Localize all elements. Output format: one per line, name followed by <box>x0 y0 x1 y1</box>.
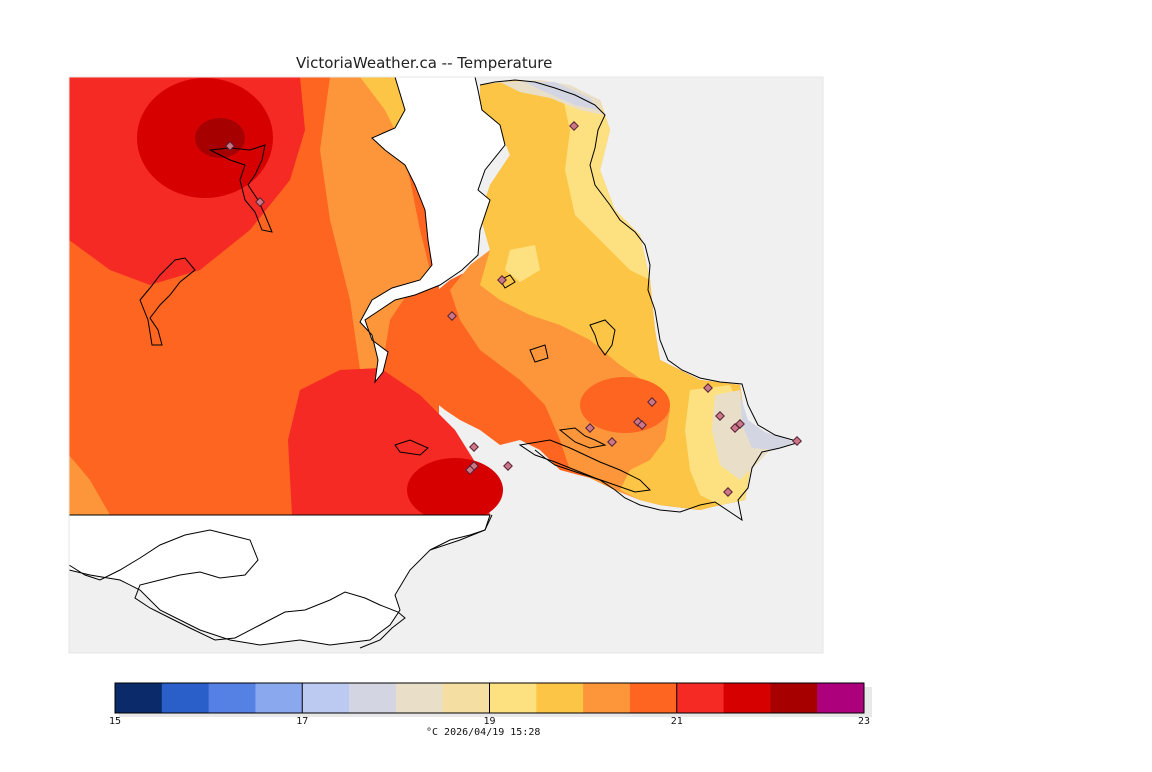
station-marker[interactable] <box>703 383 713 393</box>
station-marker[interactable] <box>647 397 657 407</box>
station-marker[interactable] <box>585 423 595 433</box>
station-marker[interactable] <box>735 419 745 429</box>
station-marker[interactable] <box>225 141 235 151</box>
station-marker[interactable] <box>607 437 617 447</box>
station-marker[interactable] <box>637 420 647 430</box>
water-areas <box>68 76 506 646</box>
station-marker[interactable] <box>715 411 725 421</box>
map-frame <box>68 76 824 654</box>
station-marker[interactable] <box>503 461 513 471</box>
map-title: VictoriaWeather.ca -- Temperature <box>296 54 553 72</box>
weather-stations <box>225 121 802 497</box>
station-marker[interactable] <box>723 487 733 497</box>
station-marker[interactable] <box>569 121 579 131</box>
station-marker[interactable] <box>465 465 475 475</box>
station-marker[interactable] <box>255 197 265 207</box>
station-marker[interactable] <box>447 311 457 321</box>
temperature-field-east <box>390 80 795 510</box>
station-marker[interactable] <box>469 442 479 452</box>
coastlines <box>68 79 802 649</box>
station-marker[interactable] <box>497 275 507 285</box>
station-marker[interactable] <box>792 436 802 446</box>
